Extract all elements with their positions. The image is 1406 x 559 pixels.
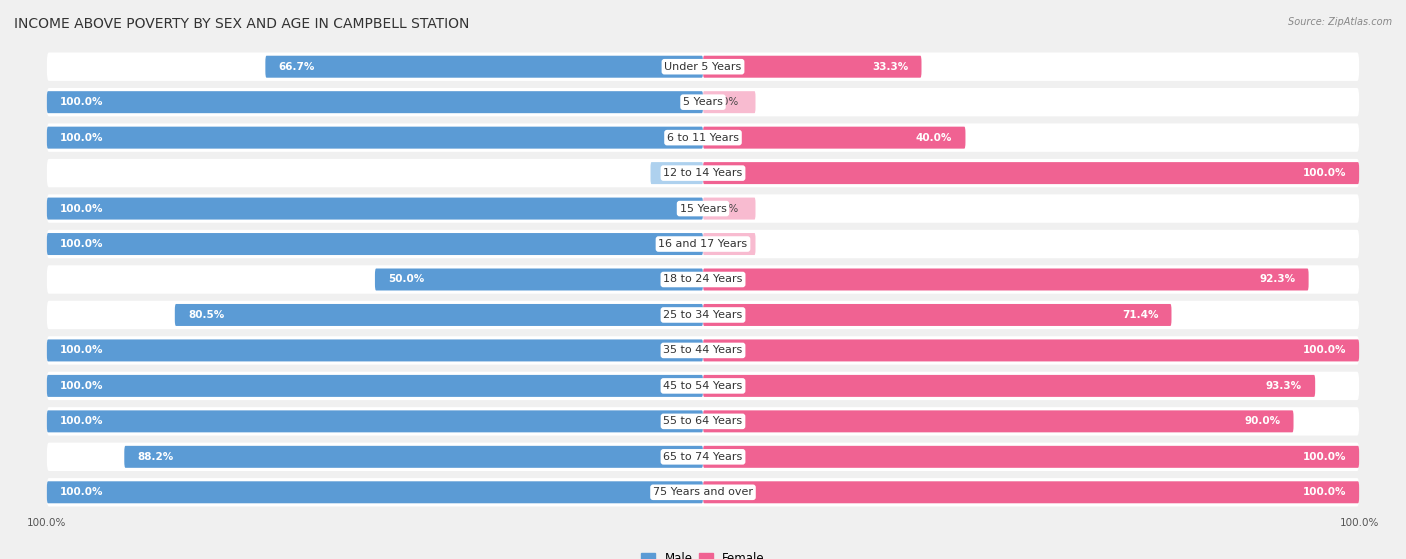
- FancyBboxPatch shape: [703, 162, 1360, 184]
- Text: 65 to 74 Years: 65 to 74 Years: [664, 452, 742, 462]
- Text: 16 and 17 Years: 16 and 17 Years: [658, 239, 748, 249]
- FancyBboxPatch shape: [703, 410, 1294, 432]
- Text: 80.5%: 80.5%: [188, 310, 224, 320]
- Text: Under 5 Years: Under 5 Years: [665, 61, 741, 72]
- FancyBboxPatch shape: [46, 159, 1360, 187]
- Text: 71.4%: 71.4%: [1122, 310, 1159, 320]
- FancyBboxPatch shape: [46, 375, 703, 397]
- Text: 100.0%: 100.0%: [60, 345, 104, 356]
- FancyBboxPatch shape: [46, 124, 1360, 152]
- FancyBboxPatch shape: [46, 197, 703, 220]
- Legend: Male, Female: Male, Female: [637, 547, 769, 559]
- Text: 100.0%: 100.0%: [1302, 487, 1346, 498]
- FancyBboxPatch shape: [46, 91, 703, 113]
- Text: 18 to 24 Years: 18 to 24 Years: [664, 274, 742, 285]
- Text: 6 to 11 Years: 6 to 11 Years: [666, 132, 740, 143]
- FancyBboxPatch shape: [46, 127, 703, 149]
- FancyBboxPatch shape: [703, 481, 1360, 503]
- FancyBboxPatch shape: [266, 56, 703, 78]
- Text: 90.0%: 90.0%: [1244, 416, 1281, 427]
- FancyBboxPatch shape: [124, 446, 703, 468]
- FancyBboxPatch shape: [703, 446, 1360, 468]
- FancyBboxPatch shape: [46, 339, 703, 362]
- FancyBboxPatch shape: [46, 88, 1360, 116]
- Text: 35 to 44 Years: 35 to 44 Years: [664, 345, 742, 356]
- FancyBboxPatch shape: [46, 443, 1360, 471]
- Text: 100.0%: 100.0%: [60, 239, 104, 249]
- Text: 100.0%: 100.0%: [60, 381, 104, 391]
- Text: 100.0%: 100.0%: [60, 97, 104, 107]
- Text: 45 to 54 Years: 45 to 54 Years: [664, 381, 742, 391]
- Text: 40.0%: 40.0%: [915, 132, 952, 143]
- Text: 0.0%: 0.0%: [713, 97, 740, 107]
- Text: 5 Years: 5 Years: [683, 97, 723, 107]
- FancyBboxPatch shape: [703, 304, 1171, 326]
- Text: 100.0%: 100.0%: [1302, 168, 1346, 178]
- Text: 88.2%: 88.2%: [138, 452, 174, 462]
- Text: 50.0%: 50.0%: [388, 274, 425, 285]
- FancyBboxPatch shape: [46, 53, 1360, 81]
- Text: 12 to 14 Years: 12 to 14 Years: [664, 168, 742, 178]
- FancyBboxPatch shape: [46, 478, 1360, 506]
- FancyBboxPatch shape: [46, 337, 1360, 364]
- FancyBboxPatch shape: [46, 410, 703, 432]
- Text: 75 Years and over: 75 Years and over: [652, 487, 754, 498]
- Text: 93.3%: 93.3%: [1265, 381, 1302, 391]
- Text: 100.0%: 100.0%: [1302, 345, 1346, 356]
- FancyBboxPatch shape: [703, 339, 1360, 362]
- Text: 33.3%: 33.3%: [872, 61, 908, 72]
- Text: 100.0%: 100.0%: [60, 132, 104, 143]
- Text: Source: ZipAtlas.com: Source: ZipAtlas.com: [1288, 17, 1392, 27]
- FancyBboxPatch shape: [703, 197, 755, 220]
- FancyBboxPatch shape: [46, 195, 1360, 222]
- FancyBboxPatch shape: [703, 56, 921, 78]
- Text: 100.0%: 100.0%: [60, 487, 104, 498]
- FancyBboxPatch shape: [46, 481, 703, 503]
- Text: 0.0%: 0.0%: [713, 239, 740, 249]
- FancyBboxPatch shape: [46, 372, 1360, 400]
- FancyBboxPatch shape: [46, 301, 1360, 329]
- FancyBboxPatch shape: [46, 230, 1360, 258]
- FancyBboxPatch shape: [703, 268, 1309, 291]
- Text: 100.0%: 100.0%: [1302, 452, 1346, 462]
- FancyBboxPatch shape: [703, 91, 755, 113]
- FancyBboxPatch shape: [651, 162, 703, 184]
- FancyBboxPatch shape: [46, 407, 1360, 435]
- Text: 15 Years: 15 Years: [679, 203, 727, 214]
- FancyBboxPatch shape: [174, 304, 703, 326]
- Text: 66.7%: 66.7%: [278, 61, 315, 72]
- Text: 100.0%: 100.0%: [60, 203, 104, 214]
- FancyBboxPatch shape: [703, 127, 966, 149]
- FancyBboxPatch shape: [703, 375, 1315, 397]
- Text: 55 to 64 Years: 55 to 64 Years: [664, 416, 742, 427]
- Text: 0.0%: 0.0%: [713, 203, 740, 214]
- FancyBboxPatch shape: [703, 233, 755, 255]
- Text: 92.3%: 92.3%: [1260, 274, 1295, 285]
- Text: INCOME ABOVE POVERTY BY SEX AND AGE IN CAMPBELL STATION: INCOME ABOVE POVERTY BY SEX AND AGE IN C…: [14, 17, 470, 31]
- Text: 0.0%: 0.0%: [666, 168, 693, 178]
- FancyBboxPatch shape: [46, 266, 1360, 293]
- FancyBboxPatch shape: [46, 233, 703, 255]
- Text: 100.0%: 100.0%: [60, 416, 104, 427]
- FancyBboxPatch shape: [375, 268, 703, 291]
- Text: 25 to 34 Years: 25 to 34 Years: [664, 310, 742, 320]
